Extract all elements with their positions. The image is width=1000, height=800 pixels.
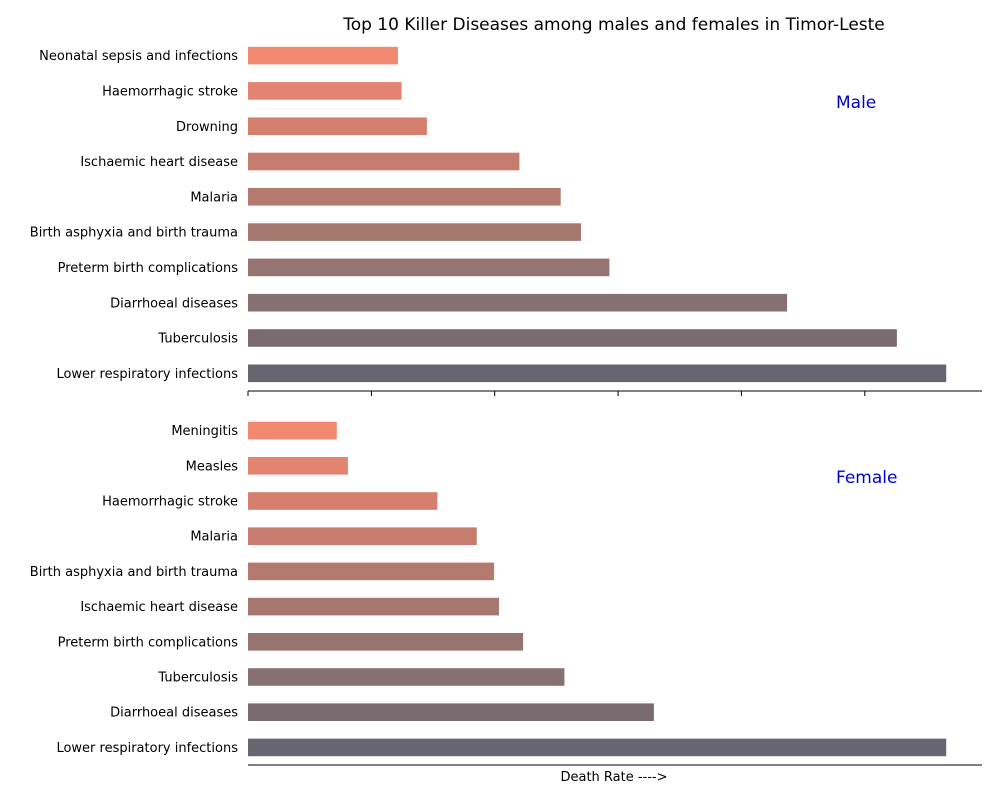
category-label: Ischaemic heart disease	[80, 600, 238, 615]
bar-female-7	[248, 668, 565, 686]
category-label: Tuberculosis	[157, 332, 238, 347]
category-label: Neonatal sepsis and infections	[39, 49, 238, 64]
category-label: Lower respiratory infections	[56, 367, 238, 382]
category-label: Drowning	[176, 120, 238, 135]
panel-label: Female	[836, 468, 897, 488]
bar-female-4	[248, 562, 495, 581]
bar-male-4	[248, 188, 561, 206]
panel-female: Meningitis Measles Haemorrhagic stroke Mala…	[30, 421, 982, 766]
bar-female-8	[248, 703, 654, 721]
bar-female-2	[248, 492, 438, 510]
bar-female-5	[248, 597, 499, 616]
category-label: Tuberculosis	[157, 671, 238, 686]
category-label: Preterm birth complications	[58, 635, 239, 650]
bar-male-3	[248, 152, 520, 171]
panel-label: Male	[836, 93, 876, 113]
bar-male-7	[248, 293, 788, 312]
bar-male-2	[248, 117, 427, 135]
bar-male-6	[248, 258, 610, 277]
category-label: Birth asphyxia and birth trauma	[30, 226, 238, 241]
bar-male-8	[248, 329, 897, 347]
category-label: Measles	[186, 459, 239, 474]
category-label: Ischaemic heart disease	[80, 155, 238, 170]
category-label: Meningitis	[171, 424, 238, 439]
category-label: Haemorrhagic stroke	[102, 495, 238, 510]
bar-male-9	[248, 364, 947, 383]
bar-female-9	[248, 738, 947, 757]
category-label: Diarrhoeal diseases	[110, 296, 238, 311]
bar-female-0	[248, 421, 337, 440]
bar-female-3	[248, 527, 477, 545]
category-label: Diarrhoeal diseases	[110, 706, 238, 721]
chart-panels: Neonatal sepsis and infections Haemorrhag…	[30, 46, 982, 766]
bar-male-5	[248, 223, 582, 241]
category-label: Malaria	[190, 190, 238, 205]
category-label: Lower respiratory infections	[56, 741, 238, 756]
panel-male: Neonatal sepsis and infections Haemorrhag…	[30, 46, 982, 396]
bar-female-6	[248, 633, 524, 651]
category-label: Preterm birth complications	[58, 261, 239, 276]
bar-female-1	[248, 457, 348, 475]
category-label: Malaria	[190, 530, 238, 545]
bar-male-1	[248, 82, 402, 100]
bar-male-0	[248, 46, 398, 65]
chart-title: Top 10 Killer Diseases among males and f…	[342, 15, 885, 35]
category-label: Birth asphyxia and birth trauma	[30, 565, 238, 580]
category-label: Haemorrhagic stroke	[102, 84, 238, 99]
x-axis-label: Death Rate ---->	[560, 770, 667, 785]
